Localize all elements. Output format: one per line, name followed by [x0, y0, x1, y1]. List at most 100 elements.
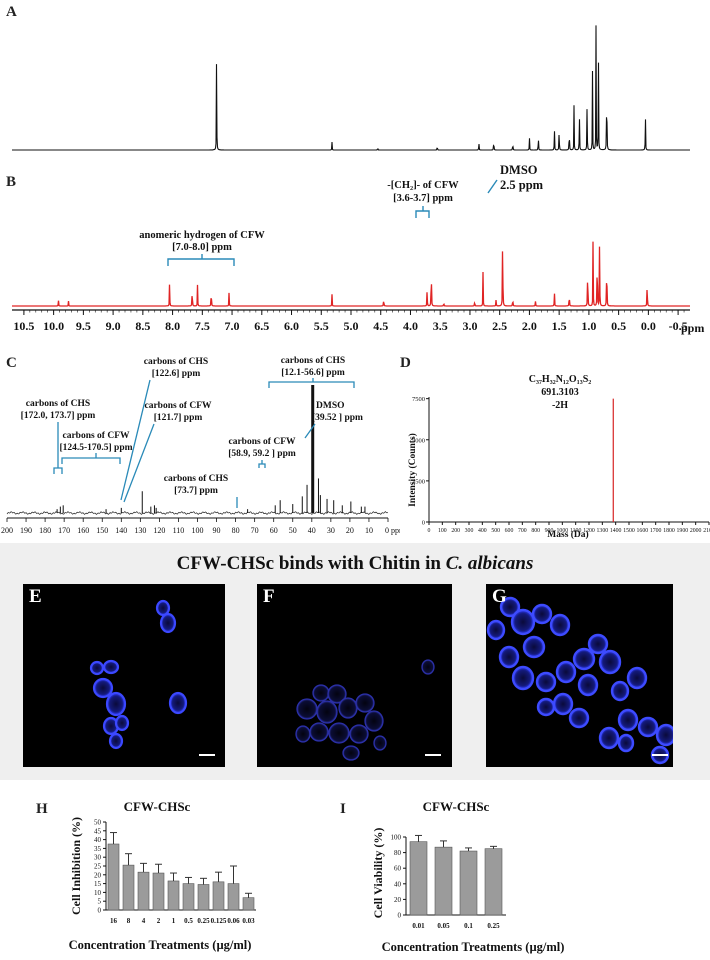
micrograph-e: E: [23, 584, 225, 767]
panel-c-x-tick-label: 180: [39, 526, 51, 535]
panel-b-trace: [12, 241, 690, 307]
panel-i-x-tick-label: 0.01: [412, 922, 425, 930]
panel-d-y-tick-label: 2500: [412, 478, 425, 485]
panel-c-x-tick-label: 0 ppm: [385, 526, 400, 535]
annot-c-dmso-line1: DMSO: [316, 401, 345, 411]
annot-c-cfw3-line2: [58.9, 59.2 ] ppm: [228, 449, 296, 459]
panel-b-x-tick-label: 7.0: [225, 319, 240, 333]
panel-d-y-tick-label: 0: [422, 520, 425, 527]
panel-i-ylabel: Cell Viability (%): [371, 828, 385, 919]
panel-d-x-tick-label: 1100: [570, 528, 581, 534]
annot-c-cfw1-line1: carbons of CFW: [62, 431, 130, 441]
micrograph-e-label: E: [29, 586, 42, 607]
panel-i-bar: [409, 841, 428, 916]
panel-i-y-tick-label: 0: [398, 912, 402, 920]
micrograph-f-label: F: [263, 586, 275, 607]
panel-b-x-tick-label: 10.0: [43, 319, 64, 333]
panel-b-x-tick-label: 0.0: [641, 319, 656, 333]
panel-h-bar: [212, 881, 225, 911]
annot-c-cfw2-pointer: [123, 423, 155, 503]
panel-c-x-tick-label: 50: [289, 526, 297, 535]
panel-d-xlabel: Mass (Da): [547, 529, 588, 540]
panel-c-baseline: [6, 511, 389, 515]
panel-h-x-tick-label: 0.03: [242, 917, 255, 925]
panel-d-x-tick-label: 200: [451, 528, 460, 534]
panel-h-ylabel: Cell Inhibition (%): [69, 817, 83, 915]
panel-h-title: CFW-CHSc: [124, 799, 191, 814]
annot-c-chs1-line1: carbons of CHS: [26, 399, 90, 409]
panel-d-x-tick-label: 800: [531, 528, 540, 534]
panel-i-bar: [484, 848, 503, 916]
annot-c-chs4-line1: carbons of CHS: [281, 356, 345, 366]
panel-c-x-tick-label: 100: [192, 526, 204, 535]
panel-d-x-tick-label: 1600: [637, 528, 649, 534]
panel-d-x-tick-label: 1300: [597, 528, 609, 534]
panel-i-y-tick-label: 40: [394, 880, 402, 888]
panel-d-note: -2H: [552, 400, 568, 411]
panel-b-x-tick-label: 6.5: [254, 319, 269, 333]
panel-h-bar: [137, 871, 150, 911]
panel-i-x-tick-label: 0.1: [464, 922, 473, 930]
panel-c-x-tick-label: 10: [365, 526, 373, 535]
panel-c-x-tick-label: 40: [308, 526, 316, 535]
panel-c-x-tick-label: 190: [20, 526, 32, 535]
panel-c-x-tick-label: 150: [96, 526, 108, 535]
panel-c-x-tick-label: 20: [346, 526, 354, 535]
annot-c-chs3-line2: [73.7] ppm: [174, 486, 218, 496]
annot-c-cfw1-line2: [124.5-170.5] ppm: [59, 443, 132, 453]
panel-c-x-tick-label: 170: [58, 526, 70, 535]
annot-ch2-line2: [3.6-3.7] ppm: [393, 193, 453, 204]
panel-d-x-tick-label: 1400: [610, 528, 622, 534]
annot-ch2-bracket: [415, 206, 430, 218]
annot-c-cfw1-bracket: [61, 453, 121, 464]
annot-c-chs4-bracket: [268, 378, 355, 388]
panel-d-x-tick-label: 1000: [557, 528, 569, 534]
panel-i-label: I: [340, 801, 346, 817]
annot-c-chs2-line2: [122.6] ppm: [152, 369, 201, 379]
micrograph-g: G: [486, 584, 673, 767]
panel-d-x-tick-label: 500: [491, 528, 500, 534]
panel-b-x-tick-label: 5.5: [314, 319, 329, 333]
panel-d-x-tick-label: 900: [545, 528, 554, 534]
panel-c-x-tick-label: 140: [115, 526, 127, 535]
panel-h-y-tick-label: 15: [94, 880, 102, 888]
panel-h-x-tick-label: 0.5: [184, 917, 193, 925]
panel-b-x-tick-label: 0.5: [611, 319, 626, 333]
panel-h-bar: [152, 872, 165, 911]
panel-c-label: C: [6, 355, 17, 371]
panel-c-x-tick-label: 70: [251, 526, 259, 535]
panel-i-x-tick-label: 0.05: [437, 922, 450, 930]
panel-i-bar: [434, 846, 453, 916]
annot-c-chs1-bracket: [53, 422, 63, 474]
micrograph-e-scalebar: [199, 754, 215, 756]
panel-d-y-tick-label: 5000: [412, 437, 425, 444]
panel-b-x-tick-label: 10.5: [13, 319, 34, 333]
panel-h-y-tick-label: 40: [94, 836, 102, 844]
panel-b-x-tick-label: 8.0: [165, 319, 180, 333]
panel-h-y-tick-label: 20: [94, 871, 102, 879]
panel-b-x-tick-label: 8.5: [135, 319, 150, 333]
panel-a-spectrum: A: [6, 4, 690, 151]
panel-i-y-tick-label: 20: [394, 896, 402, 904]
panel-d-x-tick-label: 2100: [703, 528, 710, 534]
panel-c-spectrum: C 200 190 180 170 160 150 140 130 120 110 100 90 80 7…: [1, 355, 400, 535]
annot-c-chs1-line2: [172.0, 173.7] ppm: [21, 411, 96, 421]
annot-ch2-line1: -[CH₂]- of CFW: [387, 180, 459, 191]
panel-b-xlabel: ppm: [681, 321, 704, 335]
panel-d-x-tick-label: 1200: [583, 528, 595, 534]
panel-h-x-tick-label: 2: [157, 917, 161, 925]
annot-c-cfw3-line1: carbons of CFW: [228, 437, 296, 447]
panel-d-x-tick-label: 2000: [690, 528, 702, 534]
panel-h-bar: [167, 880, 180, 911]
panel-h-bar: [242, 897, 255, 911]
annot-c-dmso-line2: [39.52 ] ppm: [312, 413, 363, 423]
panel-h-bar-chart: H CFW-CHSc Cell Inhibition (%) Concentra…: [36, 799, 256, 952]
panel-c-x-tick-label: 200: [1, 526, 13, 535]
panel-i-title: CFW-CHSc: [423, 799, 490, 814]
panel-d-mass-spectrum: D C₃₇H₃₂N₁₂O₁₃S₂ 691.3103 -2H Intensity …: [400, 355, 710, 540]
panel-h-y-tick-label: 35: [94, 845, 102, 853]
panel-d-x-tick-label: 400: [478, 528, 487, 534]
annot-anomeric-line2: [7.0-8.0] ppm: [172, 242, 232, 253]
microscopy-title-species: C. albicans: [445, 553, 534, 574]
panel-h-bar: [182, 883, 195, 911]
